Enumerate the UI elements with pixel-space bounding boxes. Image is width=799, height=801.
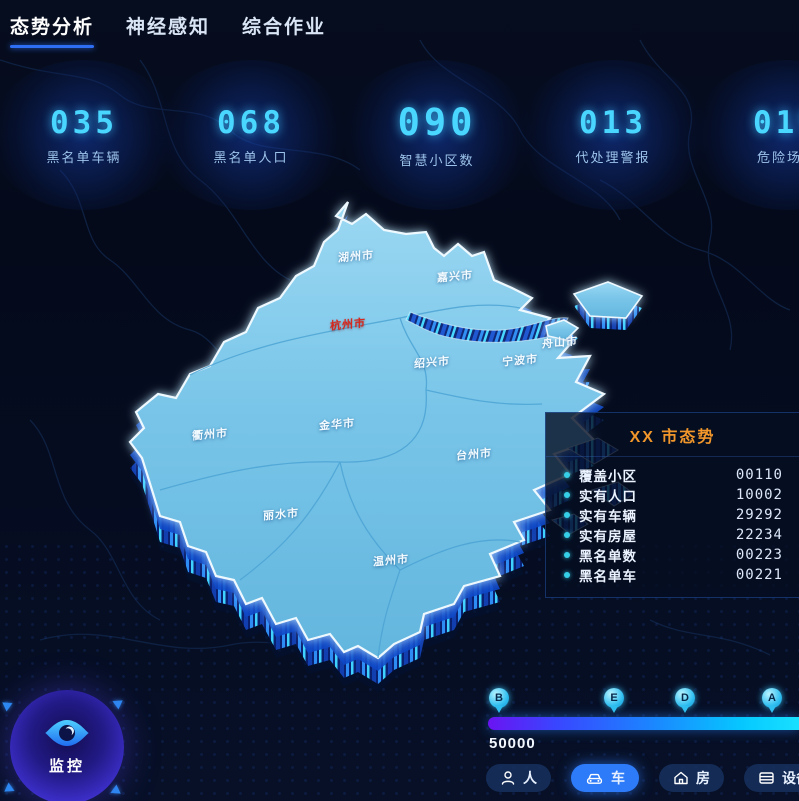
tab-label: 综合作业 (242, 17, 327, 38)
tab-label: 态势分析 (10, 17, 95, 38)
stat-value: 019 (753, 104, 799, 141)
city-status-panel: XX 市态势 覆盖小区 00110 实有人口 10002 实有车辆 29292 … (545, 412, 799, 598)
tab-neural-sensing[interactable]: 神经感知 (126, 12, 210, 48)
panel-header: XX 市态势 (546, 413, 799, 457)
slider-marker-label: A (762, 688, 782, 708)
monitor-button-label: 监控 (48, 758, 85, 775)
stat-label: 黑名单人口 (213, 149, 289, 165)
panel-rows: 覆盖小区 00110 实有人口 10002 实有车辆 29292 实有房屋 22… (546, 457, 799, 585)
car-icon (586, 773, 603, 784)
bullet-icon (564, 512, 570, 518)
filter-label: 设备 (782, 770, 799, 786)
filter-people-button[interactable]: 人 (486, 764, 551, 792)
stat-danger-sites: 019 危险场所 (692, 60, 799, 210)
city-label-jinhua[interactable]: 金华市 (318, 417, 356, 433)
city-label-taizhou[interactable]: 台州市 (455, 447, 493, 463)
stat-label: 危险场所 (756, 149, 799, 165)
city-label-huzhou[interactable]: 湖州市 (337, 249, 375, 265)
row-value: 29292 (735, 507, 783, 523)
slider-value-label: 50000 (489, 735, 536, 752)
stat-value: 068 (217, 104, 285, 141)
slider-marker-a[interactable]: A (762, 688, 782, 715)
row-value: 00110 (735, 467, 783, 483)
tab-label: 神经感知 (126, 17, 211, 38)
filter-devices-button[interactable]: 设备 (744, 764, 799, 792)
row-label: 黑名单车 (579, 569, 637, 584)
panel-row-actual-houses: 实有房屋 22234 (564, 525, 783, 545)
row-value: 22234 (735, 527, 783, 543)
stat-glow-ring (518, 60, 708, 210)
stat-glow-ring (156, 60, 346, 210)
filter-houses-button[interactable]: 房 (659, 764, 724, 792)
row-label: 实有人口 (579, 489, 637, 504)
eye-icon (45, 720, 89, 746)
bullet-icon (564, 572, 570, 578)
bullet-icon (564, 552, 570, 558)
city-label-hangzhou-highlighted[interactable]: 杭州市 (329, 317, 367, 333)
house-icon (674, 771, 688, 785)
filter-label: 房 (696, 770, 710, 786)
panel-row-blacklist-count: 黑名单数 00223 (564, 545, 783, 565)
stat-value: 035 (50, 104, 118, 141)
filter-label: 人 (523, 770, 537, 786)
stat-pending-alerts: 013 代处理警报 (518, 60, 708, 210)
stat-smart-communities: 090 智慧小区数 (342, 60, 532, 210)
city-label-wenzhou[interactable]: 温州市 (372, 553, 410, 569)
monitor-button[interactable]: 监控 (10, 690, 124, 801)
active-tab-underline (10, 45, 95, 48)
row-value: 00223 (735, 547, 783, 563)
row-label: 黑名单数 (579, 549, 637, 564)
tab-situation-analysis[interactable]: 态势分析 (10, 12, 95, 48)
row-value: 00221 (735, 567, 783, 583)
slider-marker-label: B (489, 688, 509, 708)
city-borders (159, 304, 543, 659)
filter-label: 车 (611, 770, 625, 786)
slider-marker-b[interactable]: B (489, 688, 509, 715)
stat-label: 黑名单车辆 (46, 149, 122, 165)
row-label: 覆盖小区 (579, 469, 637, 484)
stat-label: 智慧小区数 (399, 153, 475, 168)
row-value: 10002 (735, 487, 783, 503)
city-label-zhoushan[interactable]: 舟山市 (541, 335, 579, 351)
tab-integrated-operations[interactable]: 综合作业 (242, 12, 326, 48)
province-landmass (128, 201, 607, 660)
province-map[interactable]: 湖州市 嘉兴市 杭州市 舟山市 绍兴市 宁波市 衢州市 金华市 台州市 丽水市 … (100, 190, 660, 702)
device-icon (759, 772, 774, 784)
panel-row-covered-communities: 覆盖小区 00110 (564, 465, 783, 485)
range-slider-track[interactable] (488, 717, 799, 730)
slider-marker-d[interactable]: D (675, 688, 695, 715)
panel-row-actual-vehicles: 实有车辆 29292 (564, 505, 783, 525)
stat-label: 代处理警报 (575, 149, 651, 165)
stat-blacklist-vehicles: 035 黑名单车辆 (0, 60, 179, 210)
stat-glow-ring (0, 60, 179, 210)
city-label-ningbo[interactable]: 宁波市 (501, 353, 539, 369)
city-label-lishui[interactable]: 丽水市 (262, 507, 300, 523)
top-nav: 态势分析 神经感知 综合作业 (10, 12, 326, 48)
panel-row-actual-population: 实有人口 10002 (564, 485, 783, 505)
panel-row-blacklist-vehicles: 黑名单车 00221 (564, 565, 783, 585)
city-label-jiaxing[interactable]: 嘉兴市 (436, 269, 474, 285)
slider-marker-label: D (675, 688, 695, 708)
row-label: 实有车辆 (579, 509, 637, 524)
slider-marker-e[interactable]: E (604, 688, 624, 715)
row-label: 实有房屋 (579, 529, 637, 544)
city-label-shaoxing[interactable]: 绍兴市 (413, 355, 451, 371)
stat-value: 090 (397, 101, 477, 144)
filter-vehicles-button[interactable]: 车 (571, 764, 639, 792)
slider-marker-label: E (604, 688, 624, 708)
stat-glow-ring (342, 60, 532, 210)
city-label-quzhou[interactable]: 衢州市 (191, 427, 229, 443)
bullet-icon (564, 472, 570, 478)
zhoushan-islands (545, 281, 644, 341)
panel-title: XX 市态势 (629, 428, 716, 446)
stat-blacklist-people: 068 黑名单人口 (156, 60, 346, 210)
stat-value: 013 (579, 104, 647, 141)
bullet-icon (564, 532, 570, 538)
entity-filter-bar: 人 车 房 设备 (486, 764, 799, 792)
person-icon (501, 771, 515, 785)
bullet-icon (564, 492, 570, 498)
province-map-svg (128, 201, 644, 692)
